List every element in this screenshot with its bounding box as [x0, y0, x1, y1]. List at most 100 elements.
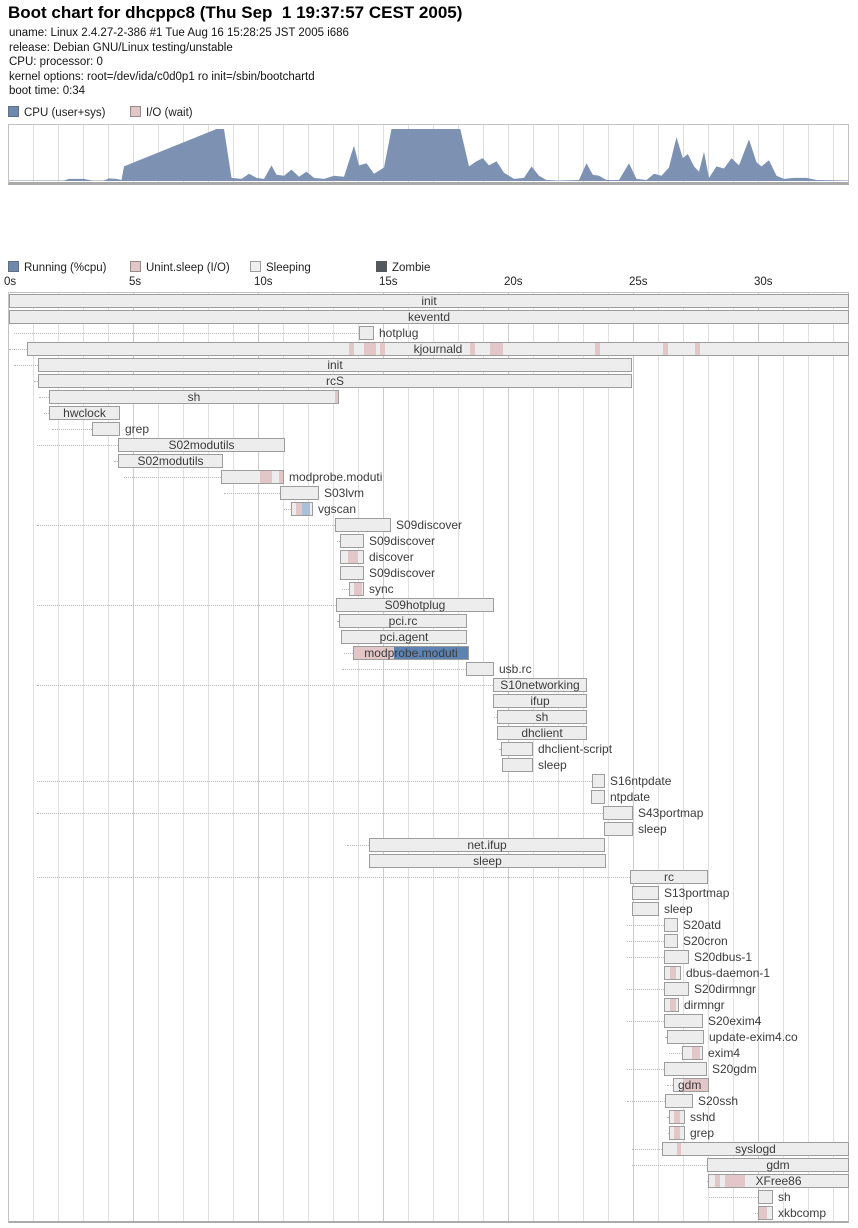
time-tick-label: 15s [379, 276, 398, 288]
io-wait-segment [335, 391, 338, 403]
process-bar [280, 486, 319, 500]
process-bar [682, 1046, 703, 1060]
process-connector [36, 877, 630, 878]
process-label: S10networking [500, 678, 580, 692]
io-wait-segment [674, 1111, 680, 1123]
process-bar [708, 1174, 849, 1188]
process-bar [665, 1094, 693, 1108]
process-connector [36, 605, 336, 606]
sleeping-legend-swatch [250, 261, 261, 272]
process-label: ifup [530, 694, 550, 708]
io-wait-segment [674, 1127, 680, 1139]
process-label: gdm [766, 1158, 790, 1172]
process-chart-legend: Running (%cpu) Unint.sleep (I/O) Sleepin… [0, 261, 858, 275]
page-title: Boot chart for dhcppc8 (Thu Sep 1 19:37:… [8, 3, 463, 22]
legend-zombie: Zombie [376, 261, 430, 274]
process-connector [709, 1197, 758, 1198]
process-label: vgscan [318, 502, 357, 516]
process-connector [36, 445, 118, 446]
process-label: modprobe.moduti [364, 646, 458, 660]
process-connector [336, 621, 339, 622]
process-connector [666, 1085, 673, 1086]
info-uname: uname: Linux 2.4.27-2-386 #1 Tue Aug 16 … [9, 27, 349, 39]
process-label: modprobe.moduti [289, 470, 383, 484]
process-bar [603, 806, 633, 820]
io-wait-segment [695, 343, 700, 355]
process-bar [9, 294, 849, 308]
process-bar [92, 422, 120, 436]
process-label: exim4 [708, 1046, 741, 1060]
process-connector [36, 813, 603, 814]
process-connector [669, 1053, 682, 1054]
process-bar [341, 630, 467, 644]
process-label: S43portmap [638, 806, 704, 820]
process-bar [353, 646, 469, 660]
process-label: dhclient-script [538, 742, 613, 756]
process-label: rc [664, 870, 674, 884]
process-connector [14, 365, 38, 366]
process-connector [626, 989, 664, 990]
process-bar [38, 374, 632, 388]
legend-sleeping: Sleeping [250, 261, 311, 274]
process-label: sleep [473, 854, 502, 868]
process-bar [118, 454, 223, 468]
cpu-usage-area [9, 129, 848, 181]
sleeping-legend-label: Sleeping [266, 262, 311, 274]
time-tick-label: 25s [629, 276, 648, 288]
process-label: S13portmap [664, 886, 730, 900]
process-label: sh [187, 390, 201, 404]
process-label: S20ssh [698, 1094, 739, 1108]
running-legend-swatch [8, 261, 19, 272]
time-axis: 0s 5s 10s 15s 20s 25s 30s [0, 276, 858, 290]
cpu-area-polygon [9, 129, 848, 181]
process-label: S20cron [683, 934, 728, 948]
process-bar [466, 662, 494, 676]
time-tick-label: 0s [4, 276, 17, 288]
process-bar [339, 614, 467, 628]
io-legend-swatch [130, 106, 141, 117]
process-bar [369, 838, 605, 852]
process-bar [664, 918, 678, 932]
process-bar [493, 694, 587, 708]
process-label: S02modutils [168, 438, 235, 452]
process-connector [706, 1181, 708, 1182]
io-legend-label: I/O (wait) [146, 107, 193, 119]
process-bar [673, 1078, 709, 1092]
io-wait-segment [296, 503, 302, 515]
process-connector [626, 1101, 665, 1102]
process-connector [667, 1133, 669, 1134]
process-connector [626, 957, 664, 958]
process-connector [666, 1117, 669, 1118]
process-connector [499, 749, 501, 750]
process-connector [341, 589, 349, 590]
process-bar [340, 534, 364, 548]
process-label: dhclient [521, 726, 563, 740]
process-connector [39, 397, 49, 398]
process-bar [497, 710, 587, 724]
process-connector [36, 525, 335, 526]
process-connector [114, 461, 118, 462]
process-label: init [421, 294, 437, 308]
process-label: sh [535, 710, 549, 724]
unint-sleep-legend-label: Unint.sleep (I/O) [146, 262, 230, 274]
time-tick-label: 5s [129, 276, 142, 288]
cpu-running-segment [302, 503, 310, 515]
process-bar [632, 902, 659, 916]
process-bar [349, 582, 364, 596]
process-bar [664, 1014, 703, 1028]
zombie-legend-label: Zombie [392, 262, 431, 274]
process-connector [336, 541, 340, 542]
io-wait-segment [279, 471, 283, 483]
process-label: grep [125, 422, 150, 436]
process-bar [9, 310, 849, 324]
cpu-legend-label: CPU (user+sys) [24, 107, 106, 119]
process-bar [493, 678, 587, 692]
process-label: S20atd [683, 918, 722, 932]
process-label: S09discover [396, 518, 463, 532]
process-connector [284, 509, 291, 510]
process-bar [664, 982, 689, 996]
process-connector [626, 941, 664, 942]
process-connector [36, 685, 493, 686]
process-connector [9, 349, 27, 350]
info-boot-time: boot time: 0:34 [9, 85, 86, 98]
